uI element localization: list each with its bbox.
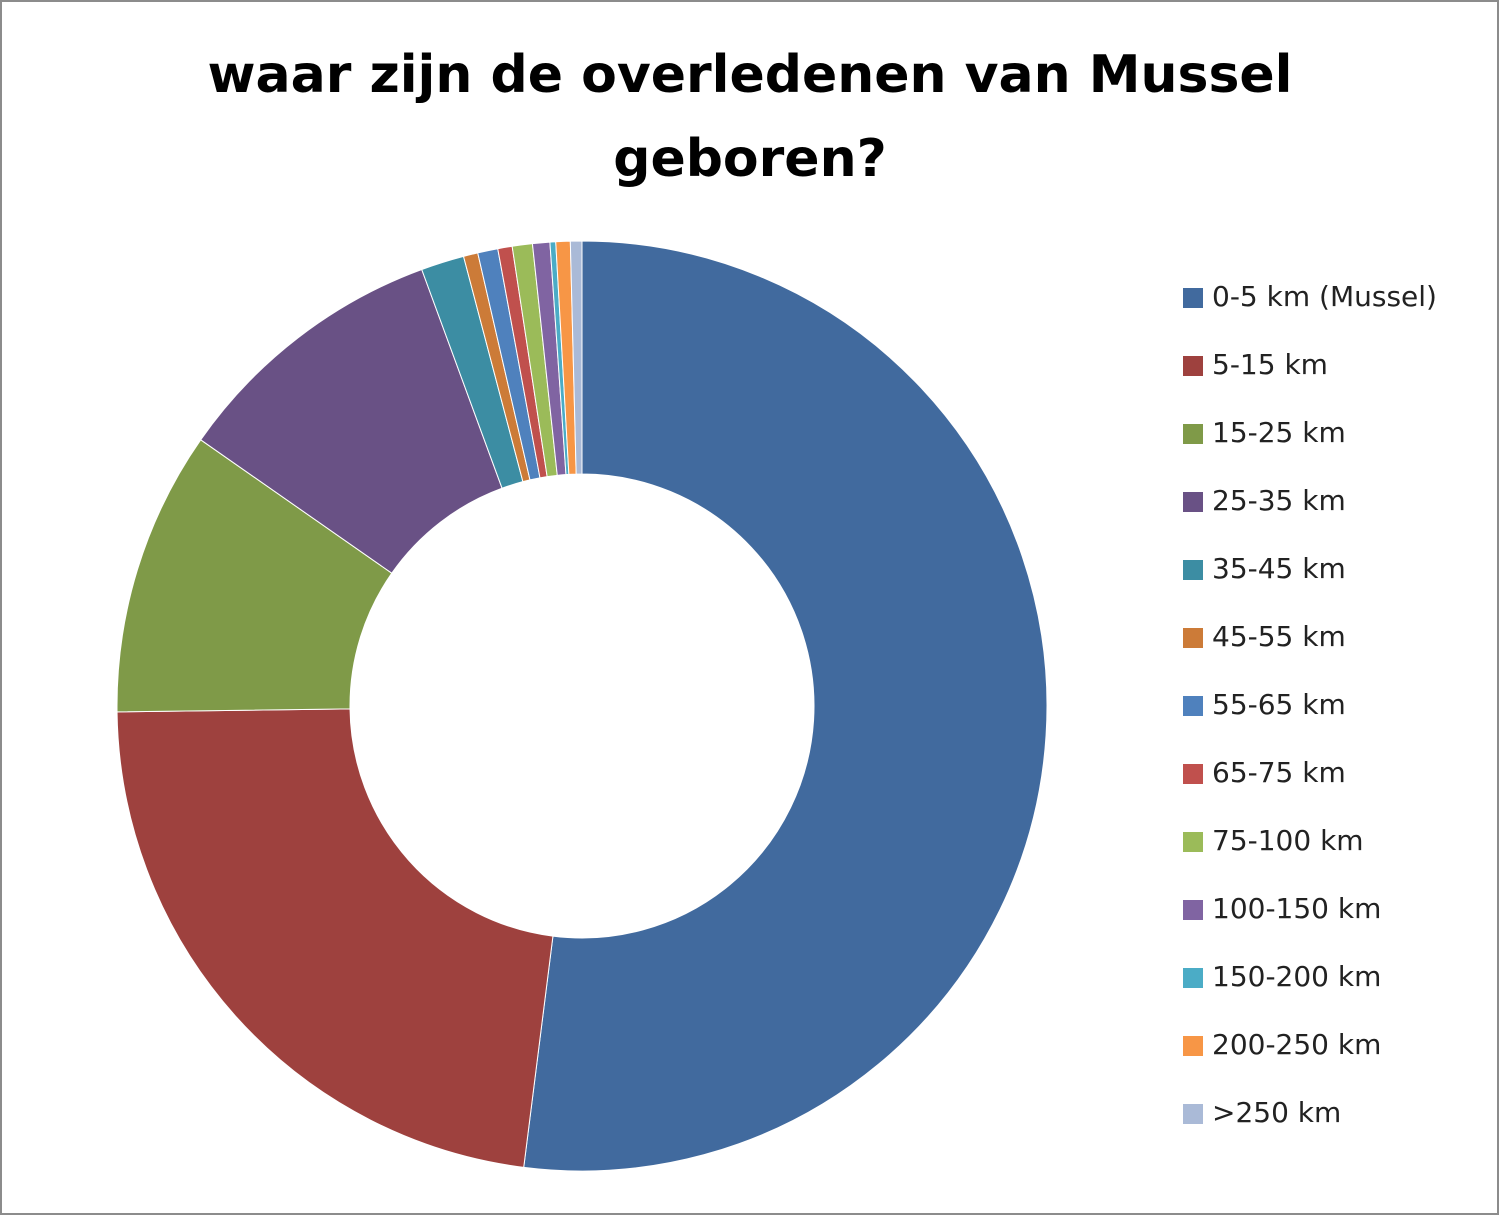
legend-swatch [1183, 288, 1203, 308]
legend-swatch [1183, 492, 1203, 512]
legend-swatch [1183, 900, 1203, 920]
legend-swatch [1183, 560, 1203, 580]
legend-label: 45-55 km [1212, 620, 1346, 653]
legend-swatch [1183, 1104, 1203, 1124]
legend-label: 200-250 km [1212, 1028, 1381, 1061]
legend-swatch [1183, 424, 1203, 444]
legend-label: 35-45 km [1212, 552, 1346, 585]
legend-label: 75-100 km [1212, 824, 1364, 857]
legend-label: >250 km [1212, 1096, 1341, 1129]
legend-swatch [1183, 968, 1203, 988]
chart-title: waar zijn de overledenen van Mussel gebor… [208, 45, 1293, 189]
legend-swatch [1183, 832, 1203, 852]
legend-swatch [1183, 764, 1203, 784]
legend-label: 0-5 km (Mussel) [1212, 280, 1437, 313]
legend-label: 55-65 km [1212, 688, 1346, 721]
legend-swatch [1183, 356, 1203, 376]
donut-slice [569, 240, 583, 475]
legend-swatch [1183, 696, 1203, 716]
legend-swatch [1183, 628, 1203, 648]
donut-slice [116, 439, 393, 713]
legend-label: 65-75 km [1212, 756, 1346, 789]
donut-slice [116, 708, 554, 1168]
legend-label: 15-25 km [1212, 416, 1346, 449]
legend-label: 5-15 km [1212, 348, 1328, 381]
donut-slice [523, 240, 1048, 1172]
legend-label: 150-200 km [1212, 960, 1381, 993]
legend-label: 25-35 km [1212, 484, 1346, 517]
legend-label: 100-150 km [1212, 892, 1381, 925]
legend-swatch [1183, 1036, 1203, 1056]
